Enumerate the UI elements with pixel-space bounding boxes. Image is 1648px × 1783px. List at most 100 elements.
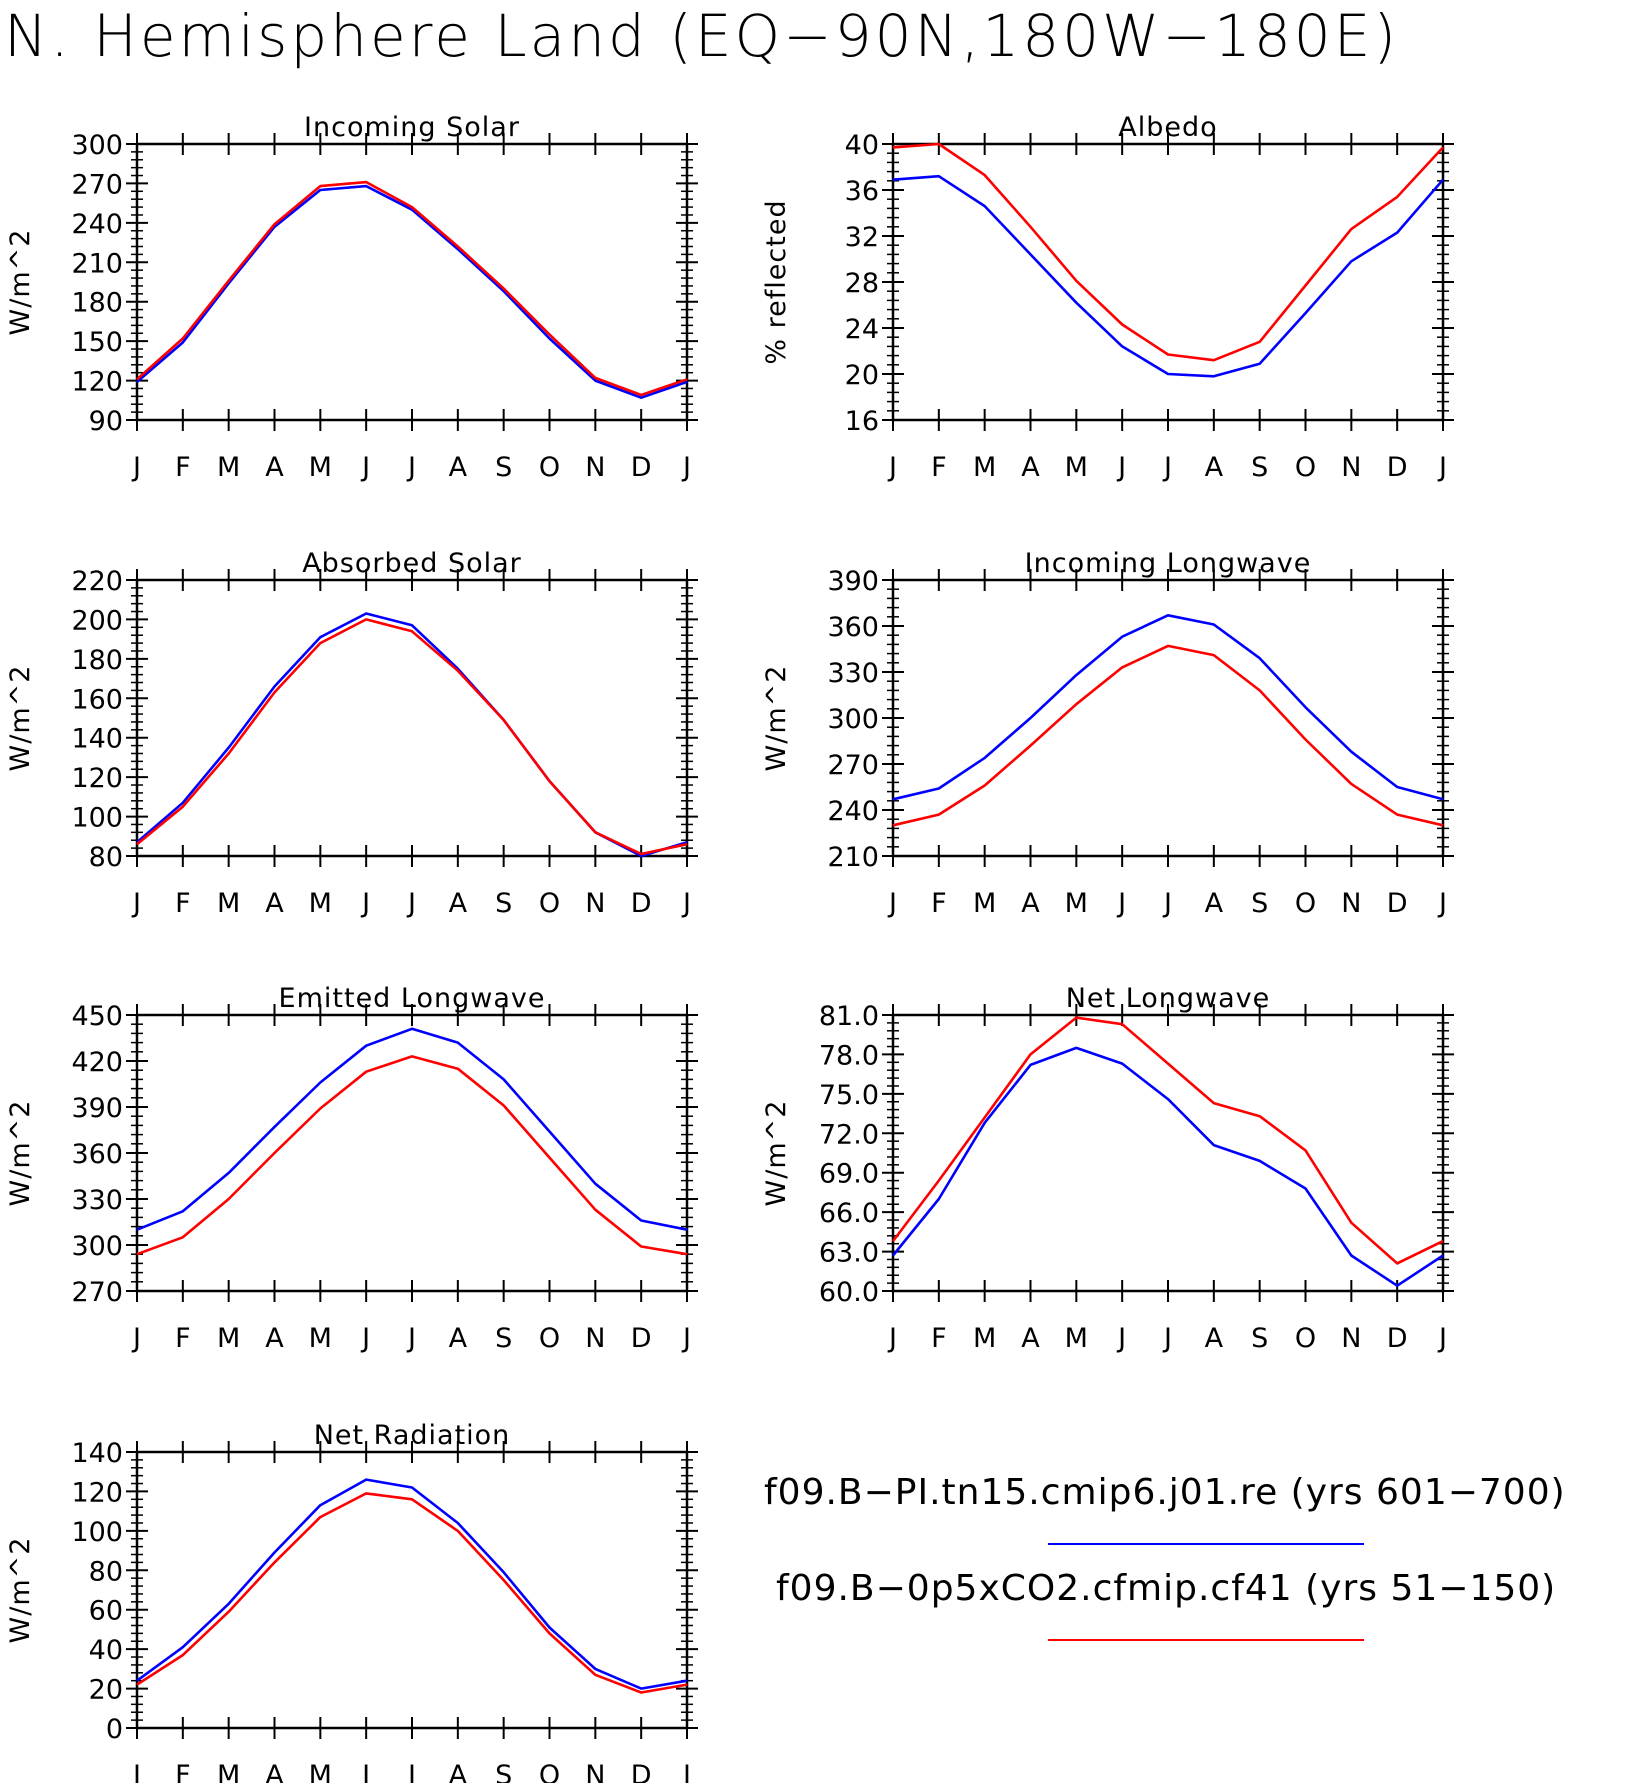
x-tick-label: M (309, 1760, 332, 1783)
x-tick-label: M (1065, 888, 1088, 919)
series-line-1 (891, 1046, 1444, 1287)
y-tick-label: 69.0 (819, 1159, 879, 1190)
y-tick-label: 140 (71, 724, 123, 755)
x-tick-label: M (1065, 1323, 1088, 1354)
x-tick-label: A (265, 888, 284, 919)
y-tick-label: 270 (827, 750, 879, 781)
plot-frame (891, 578, 1445, 858)
y-tick-label: 60 (89, 1596, 123, 1627)
y-axis-label: W/m^2 (5, 1100, 36, 1207)
y-tick-label: 28 (845, 268, 879, 299)
legend-label-1: f09.B−PI.tn15.cmip6.j01.re (yrs 601−700) (764, 1472, 1566, 1513)
x-tick-label: J (1116, 452, 1126, 483)
plot-frame (135, 142, 689, 422)
x-tick-label: D (1387, 1323, 1408, 1354)
x-tick-label: N (1341, 888, 1361, 919)
y-tick-label: 16 (845, 406, 879, 437)
y-tick-label: 80 (89, 1556, 123, 1587)
y-axis-label: W/m^2 (5, 665, 36, 772)
y-tick-label: 200 (71, 605, 123, 636)
y-tick-label: 140 (71, 1438, 123, 1469)
chart-panel-5: Emitted LongwaveW/m^22703003303603904204… (5, 983, 698, 1354)
x-tick-label: M (1065, 452, 1088, 483)
x-tick-label: J (131, 452, 141, 483)
y-tick-label: 270 (71, 1277, 123, 1308)
y-axis-label: % reflected (761, 199, 792, 364)
x-tick-label: A (1205, 452, 1224, 483)
x-tick-label: J (681, 888, 691, 919)
x-tick-label: J (360, 1760, 370, 1783)
y-tick-label: 180 (71, 645, 123, 676)
y-tick-label: 220 (71, 566, 123, 597)
plot-frame (135, 578, 689, 858)
series-line-2 (136, 1492, 688, 1694)
x-tick-label: J (406, 452, 416, 483)
y-tick-label: 210 (71, 248, 123, 279)
series-line-2 (136, 180, 688, 397)
x-tick-label: O (539, 1323, 560, 1354)
legend-line-2 (1048, 1639, 1364, 1641)
y-tick-label: 330 (71, 1185, 123, 1216)
series-line-2 (136, 1055, 688, 1256)
x-tick-label: N (585, 1323, 605, 1354)
y-tick-label: 120 (71, 763, 123, 794)
y-tick-label: 150 (71, 327, 123, 358)
x-tick-label: A (449, 452, 468, 483)
x-tick-label: A (449, 1323, 468, 1354)
y-tick-label: 24 (845, 314, 879, 345)
y-tick-label: 20 (845, 360, 879, 391)
series-line-1 (892, 174, 1444, 378)
x-tick-label: J (131, 888, 141, 919)
x-tick-label: S (495, 888, 512, 919)
y-tick-label: 60.0 (819, 1277, 879, 1308)
x-tick-label: J (887, 1323, 897, 1354)
y-tick-label: 300 (827, 704, 879, 735)
chart-panel-4: Incoming LongwaveW/m^2210240270300330360… (761, 548, 1454, 919)
y-tick-label: 66.0 (819, 1198, 879, 1229)
x-tick-label: M (217, 888, 240, 919)
series-line-1 (136, 1478, 688, 1690)
x-tick-label: J (360, 888, 370, 919)
x-tick-label: A (1021, 1323, 1040, 1354)
chart-panel-3: Absorbed SolarW/m^2801001201401601802002… (5, 548, 698, 919)
x-tick-label: J (887, 888, 897, 919)
x-tick-label: S (495, 1760, 512, 1783)
x-tick-label: J (1116, 1323, 1126, 1354)
legend-line-1 (1048, 1543, 1364, 1545)
x-tick-label: S (1251, 888, 1268, 919)
x-tick-label: D (1387, 452, 1408, 483)
x-tick-label: M (309, 1323, 332, 1354)
x-tick-label: F (931, 452, 947, 483)
series-line-2 (892, 644, 1444, 827)
y-tick-label: 180 (71, 288, 123, 319)
y-tick-label: 80 (89, 842, 123, 873)
x-tick-label: J (1437, 1323, 1447, 1354)
y-tick-label: 90 (89, 406, 123, 437)
x-tick-label: J (887, 452, 897, 483)
x-tick-label: J (406, 1323, 416, 1354)
y-tick-label: 300 (71, 130, 123, 161)
plot-frame (891, 1013, 1445, 1293)
y-tick-label: 450 (71, 1001, 123, 1032)
x-tick-label: J (1437, 452, 1447, 483)
y-tick-label: 120 (71, 1477, 123, 1508)
chart-panel-1: Incoming SolarW/m^2901201501802102402703… (5, 112, 698, 483)
x-tick-label: N (585, 452, 605, 483)
y-tick-label: 420 (71, 1047, 123, 1078)
x-tick-label: O (539, 452, 560, 483)
legend-label-2: f09.B−0p5xCO2.cfmip.cf41 (yrs 51−150) (776, 1568, 1557, 1609)
x-tick-label: A (265, 452, 284, 483)
y-tick-label: 100 (71, 1517, 123, 1548)
series-line-2 (891, 1016, 1444, 1265)
x-tick-label: M (309, 452, 332, 483)
y-axis-label: W/m^2 (761, 1100, 792, 1207)
x-tick-label: M (309, 888, 332, 919)
y-tick-label: 100 (71, 803, 123, 834)
x-tick-label: A (1205, 888, 1224, 919)
series-line-1 (136, 612, 688, 858)
y-tick-label: 40 (845, 130, 879, 161)
y-axis-label: W/m^2 (5, 1537, 36, 1644)
x-tick-label: M (217, 1323, 240, 1354)
x-tick-label: N (1341, 452, 1361, 483)
x-tick-label: M (217, 452, 240, 483)
